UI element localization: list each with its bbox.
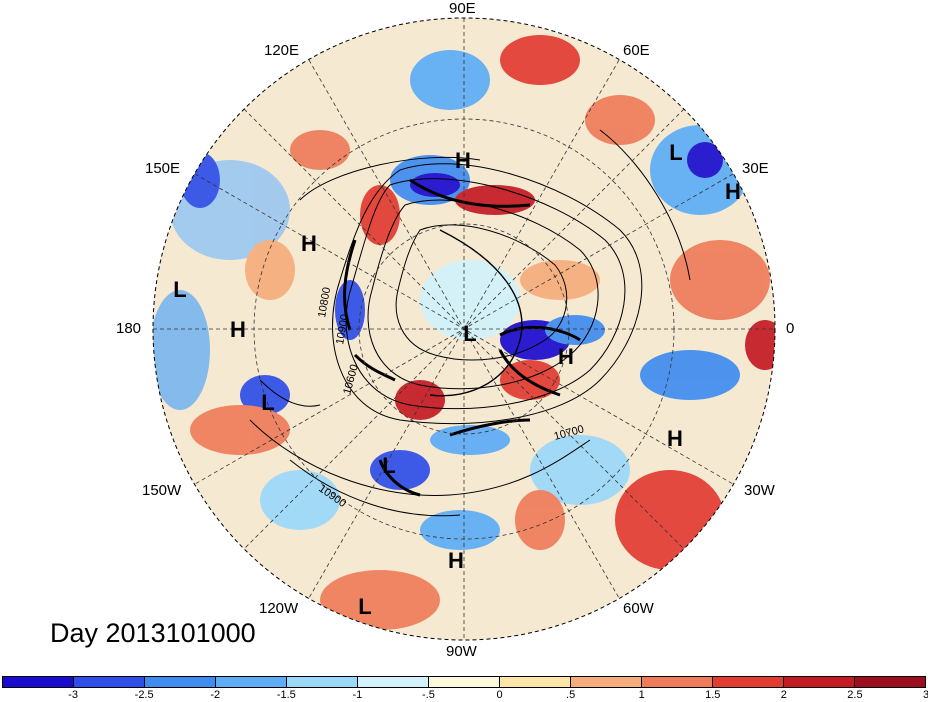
lon-label-90w: 90W bbox=[446, 643, 477, 660]
colorbar-swatch bbox=[783, 677, 854, 687]
colorbar-swatch bbox=[3, 677, 73, 687]
high-pressure-label: H bbox=[301, 231, 317, 256]
lon-label-30w: 30W bbox=[744, 482, 775, 499]
colorbar-tick-label: 3 bbox=[922, 689, 928, 701]
low-pressure-label: L bbox=[669, 140, 683, 165]
colorbar-tick-label: 0 bbox=[496, 689, 503, 701]
colorbar-tick-label: -3 bbox=[68, 689, 78, 701]
lon-label-90e: 90E bbox=[449, 0, 476, 17]
colorbar-tick-label: 2 bbox=[780, 689, 787, 701]
lon-label-30e: 30E bbox=[742, 160, 769, 177]
colorbar-swatch bbox=[641, 677, 712, 687]
lon-label-120w: 120W bbox=[259, 600, 299, 617]
lon-label-150w: 150W bbox=[142, 482, 182, 499]
colorbar-tick-label: 2.5 bbox=[847, 689, 863, 701]
colorbar-swatch bbox=[499, 677, 570, 687]
lon-label-60e: 60E bbox=[623, 42, 650, 59]
colorbar-swatch bbox=[570, 677, 641, 687]
colorbar-tick-label: -2.5 bbox=[134, 689, 154, 701]
contour-label: 10900 bbox=[334, 313, 351, 345]
low-pressure-label: L bbox=[463, 321, 477, 346]
colorbar-swatch bbox=[215, 677, 286, 687]
graticule bbox=[153, 18, 775, 640]
high-pressure-label: H bbox=[448, 548, 464, 573]
map-boundary bbox=[152, 17, 776, 641]
colorbar-swatch bbox=[286, 677, 357, 687]
lon-label-120e: 120E bbox=[264, 42, 300, 59]
high-pressure-label: H bbox=[725, 179, 741, 204]
low-pressure-label: L bbox=[261, 390, 275, 415]
colorbar-swatch bbox=[357, 677, 428, 687]
low-pressure-label: L bbox=[382, 453, 396, 478]
colorbar-tick-label: -1.5 bbox=[276, 689, 296, 701]
colorbar-swatch bbox=[712, 677, 783, 687]
colorbar-tick-label: -2 bbox=[210, 689, 221, 701]
colorbar-tick-label: 1.5 bbox=[705, 689, 721, 701]
contour-label: 10800 bbox=[316, 286, 333, 318]
colorbar-tick-label: 1 bbox=[638, 689, 645, 701]
colorbar-swatch bbox=[854, 677, 925, 687]
colorbar-swatch bbox=[428, 677, 499, 687]
low-pressure-label: L bbox=[358, 594, 372, 619]
lon-label-60w: 60W bbox=[623, 600, 654, 617]
high-pressure-label: H bbox=[667, 426, 683, 451]
high-pressure-label: H bbox=[558, 344, 574, 369]
colorbar bbox=[2, 676, 926, 688]
low-pressure-label: L bbox=[173, 277, 187, 302]
date-title: Day 2013101000 bbox=[50, 618, 256, 648]
high-pressure-label: H bbox=[230, 317, 246, 342]
colorbar-swatch bbox=[73, 677, 144, 687]
lon-label-180: 180 bbox=[116, 320, 142, 337]
height-contours bbox=[249, 129, 691, 517]
colorbar-tick-label: -1 bbox=[352, 689, 363, 701]
lon-label-150e: 150E bbox=[145, 160, 181, 177]
colorbar-tick-label: -.5 bbox=[422, 689, 435, 701]
high-pressure-label: H bbox=[455, 148, 471, 173]
colorbar-swatch bbox=[144, 677, 215, 687]
colorbar-tick-label: .5 bbox=[566, 689, 576, 701]
lon-label-0: 0 bbox=[786, 320, 795, 337]
jet-streaks bbox=[343, 178, 581, 497]
